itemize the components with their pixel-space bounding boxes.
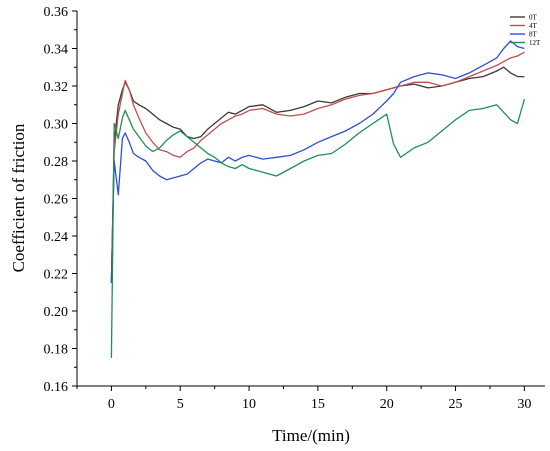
series-line-12t [110,98,526,358]
x-tick-label: 5 [177,397,184,412]
y-tick-label: 0.32 [44,80,69,95]
legend-label: 12T [529,39,541,47]
x-axis-title: Time/(min) [272,426,350,445]
x-tick-label: 30 [517,397,531,412]
y-tick-label: 0.36 [44,5,69,20]
y-axis-ticks: 0.16 0.18 0.20 0.22 0.24 0.26 0.28 0.30 0.32 0.34… [44,5,77,395]
y-tick-label: 0.20 [44,305,69,320]
y-tick-label: 0.16 [44,380,69,395]
legend-label: 8T [529,31,538,39]
y-axis-title: Coefficient of friction [9,123,28,272]
legend-label: 0T [529,14,538,22]
series-line-0t [110,66,525,283]
y-tick-label: 0.22 [44,268,69,283]
x-tick-label: 10 [242,397,256,412]
series-line-4t [110,51,525,283]
y-tick-label: 0.34 [44,43,69,58]
y-tick-label: 0.30 [44,118,69,133]
series-lines [110,40,526,358]
y-tick-label: 0.24 [44,230,69,245]
series-line-8t [110,40,525,283]
x-axis-ticks: 0 5 10 15 20 25 30 [76,386,531,412]
plot-area [76,11,545,387]
legend-label: 4T [529,22,538,30]
y-tick-label: 0.28 [44,155,69,170]
x-tick-label: 25 [449,397,463,412]
y-tick-label: 0.18 [44,343,69,358]
x-tick-label: 15 [311,397,325,412]
x-tick-label: 0 [108,397,115,412]
y-tick-label: 0.26 [44,193,69,208]
x-tick-label: 20 [380,397,394,412]
